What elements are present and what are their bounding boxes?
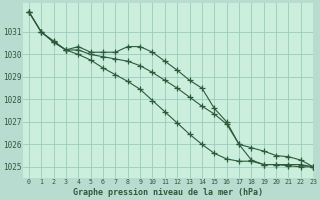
X-axis label: Graphe pression niveau de la mer (hPa): Graphe pression niveau de la mer (hPa) — [73, 188, 263, 197]
